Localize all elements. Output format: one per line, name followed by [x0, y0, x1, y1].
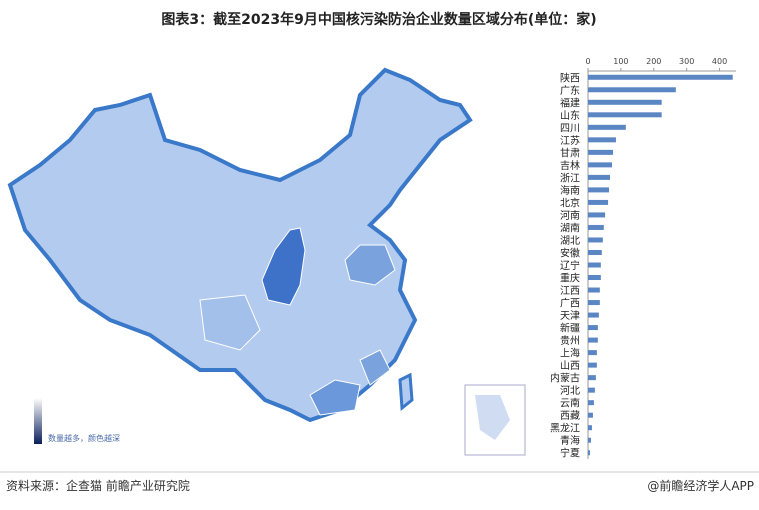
- y-tick-label: 江苏: [560, 134, 580, 147]
- y-tick-label: 天津: [560, 310, 580, 322]
- sichuan: [199, 294, 261, 351]
- bar: [588, 237, 603, 243]
- y-tick-label: 新疆: [560, 322, 580, 335]
- bar: [588, 187, 610, 193]
- y-tick-label: 广西: [560, 298, 580, 310]
- source: 资料来源：企查猫 前瞻产业研究院: [6, 478, 190, 493]
- bar: [588, 437, 591, 443]
- y-tick-label: 河南: [560, 209, 580, 222]
- x-tick-label: 300: [679, 57, 694, 66]
- y-tick-label: 陕西: [560, 71, 580, 84]
- y-tick-label: 贵州: [560, 334, 580, 347]
- y-tick-label: 江西: [560, 285, 580, 297]
- y-tick-label: 北京: [560, 196, 580, 209]
- bar: [588, 325, 598, 331]
- bar: [588, 124, 626, 130]
- y-tick-label: 辽宁: [560, 259, 580, 272]
- shandong: [344, 244, 396, 286]
- y-tick-label: 山东: [560, 109, 580, 122]
- y-tick-label: 海南: [560, 184, 580, 197]
- bar: [588, 99, 662, 105]
- y-tick-label: 上海: [560, 347, 580, 360]
- brand: @前瞻经济学人APP: [647, 478, 754, 493]
- bar: [588, 400, 594, 406]
- x-tick-label: 200: [646, 57, 661, 66]
- guangdong: [309, 379, 361, 416]
- y-tick-label: 山西: [560, 360, 580, 372]
- bar: [588, 300, 600, 306]
- bar: [588, 375, 596, 381]
- map-legend: 数量越多，颜色越深: [48, 433, 120, 443]
- bar: [588, 249, 602, 255]
- bar: [588, 387, 595, 393]
- bar: [588, 262, 601, 268]
- bar: [588, 212, 606, 218]
- x-tick-label: 100: [613, 57, 628, 66]
- shaanxi: [261, 227, 306, 306]
- map-legend-scale: [34, 398, 42, 444]
- bar: [588, 87, 676, 93]
- y-tick-label: 安徽: [560, 246, 580, 259]
- y-tick-label: 青海: [560, 434, 580, 447]
- bar: [588, 199, 609, 205]
- bar: [588, 112, 662, 118]
- bar-chart: 0 100 200 300 400 陕西广东福建山东四川江苏甘肃吉林浙江海南北京河南湖南湖…: [550, 57, 736, 460]
- inset-map: [475, 395, 510, 440]
- bar: [588, 149, 613, 155]
- y-tick-label: 福建: [560, 96, 580, 109]
- bar: [588, 287, 600, 293]
- y-tick-label: 西藏: [560, 410, 580, 422]
- y-tick-label: 四川: [560, 123, 580, 134]
- bar: [588, 74, 733, 80]
- x-tick-label: 400: [712, 57, 727, 66]
- bar: [588, 275, 601, 281]
- chart-title: 图表3：截至2023年9月中国核污染防治企业数量区域分布(单位：家): [161, 11, 596, 28]
- bar: [588, 224, 604, 230]
- bar: [588, 337, 598, 343]
- bar: [588, 425, 592, 431]
- y-tick-label: 甘肃: [560, 146, 580, 159]
- y-tick-label: 吉林: [560, 159, 580, 172]
- y-tick-label: 广东: [560, 84, 580, 97]
- taiwan: [398, 372, 414, 411]
- fujian: [359, 349, 391, 386]
- y-tick-label: 云南: [560, 397, 580, 410]
- bar: [588, 162, 613, 168]
- y-tick-label: 重庆: [560, 272, 580, 285]
- bar: [588, 412, 593, 418]
- y-tick-label: 内蒙古: [550, 372, 580, 385]
- bar: [588, 174, 611, 180]
- china-outline: [7, 67, 473, 423]
- bar: [588, 350, 597, 356]
- y-tick-label: 宁夏: [560, 447, 580, 460]
- bar: [588, 137, 616, 143]
- x-tick-label: 0: [585, 57, 590, 66]
- y-tick-label: 湖南: [560, 221, 580, 234]
- y-tick-label: 浙江: [560, 172, 580, 184]
- bar: [588, 312, 599, 318]
- bar: [588, 450, 590, 456]
- y-tick-label: 河北: [560, 385, 580, 397]
- bar: [588, 362, 597, 368]
- map: [7, 67, 526, 456]
- y-tick-label: 黑龙江: [550, 422, 580, 435]
- y-tick-label: 湖北: [560, 235, 580, 247]
